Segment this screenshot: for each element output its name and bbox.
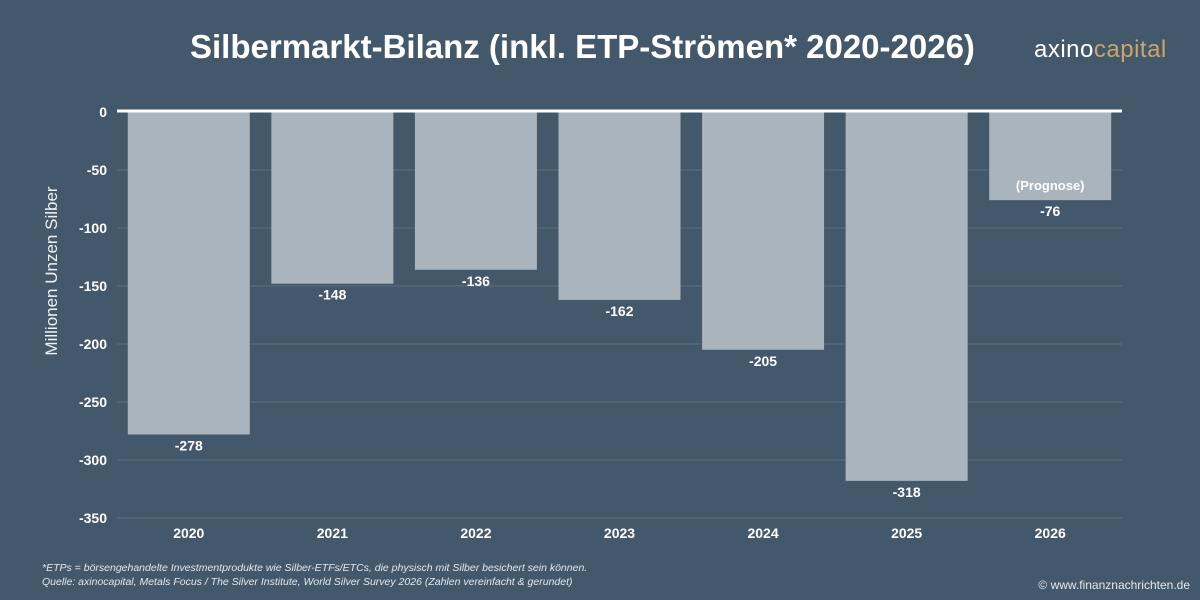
data-label-2025: -318: [893, 484, 921, 500]
bar-2020: [127, 112, 250, 435]
x-tick-label-2022: 2022: [460, 525, 491, 541]
y-tick-label: 0: [99, 104, 107, 120]
credit-text: © www.finanznachrichten.de: [1038, 578, 1190, 592]
bar-2022: [414, 112, 537, 270]
brand-logo: axinocapital: [1034, 36, 1167, 64]
x-tick-label-2023: 2023: [604, 525, 635, 541]
footnote-etp: *ETPs = börsengehandelte Investmentprodu…: [42, 562, 588, 574]
y-tick-label: -150: [79, 278, 107, 294]
y-tick-label: -350: [79, 510, 107, 526]
x-tick-label-2020: 2020: [173, 525, 204, 541]
y-tick-label: -200: [79, 336, 107, 352]
bar-2025: [845, 112, 968, 481]
data-label-2020: -278: [175, 437, 203, 453]
bar-2021: [271, 112, 394, 284]
y-tick-label: -300: [79, 452, 107, 468]
data-label-2021: -148: [318, 287, 346, 303]
data-label-2026: -76: [1040, 203, 1060, 219]
y-tick-label: -100: [79, 220, 107, 236]
chart-title: Silbermarkt-Bilanz (inkl. ETP-Strömen* 2…: [190, 28, 975, 65]
logo-part-capital: capital: [1093, 36, 1167, 63]
data-label-2024: -205: [749, 353, 777, 369]
y-tick-label: -50: [87, 162, 107, 178]
bar-2023: [558, 112, 681, 300]
logo-part-axino: axino: [1034, 36, 1094, 63]
bar-2026: [989, 112, 1112, 201]
data-label-2022: -136: [462, 273, 490, 289]
data-label-2023: -162: [605, 303, 633, 319]
footnote-source: Quelle: axinocapital, Metals Focus / The…: [42, 576, 573, 588]
x-tick-label-2025: 2025: [891, 525, 922, 541]
x-tick-label-2021: 2021: [317, 525, 348, 541]
annotation-prognose: (Prognose): [1016, 178, 1085, 193]
x-tick-label-2026: 2026: [1035, 525, 1066, 541]
bar-2024: [702, 112, 825, 350]
x-tick-label-2024: 2024: [747, 525, 778, 541]
y-tick-label: -250: [79, 394, 107, 410]
